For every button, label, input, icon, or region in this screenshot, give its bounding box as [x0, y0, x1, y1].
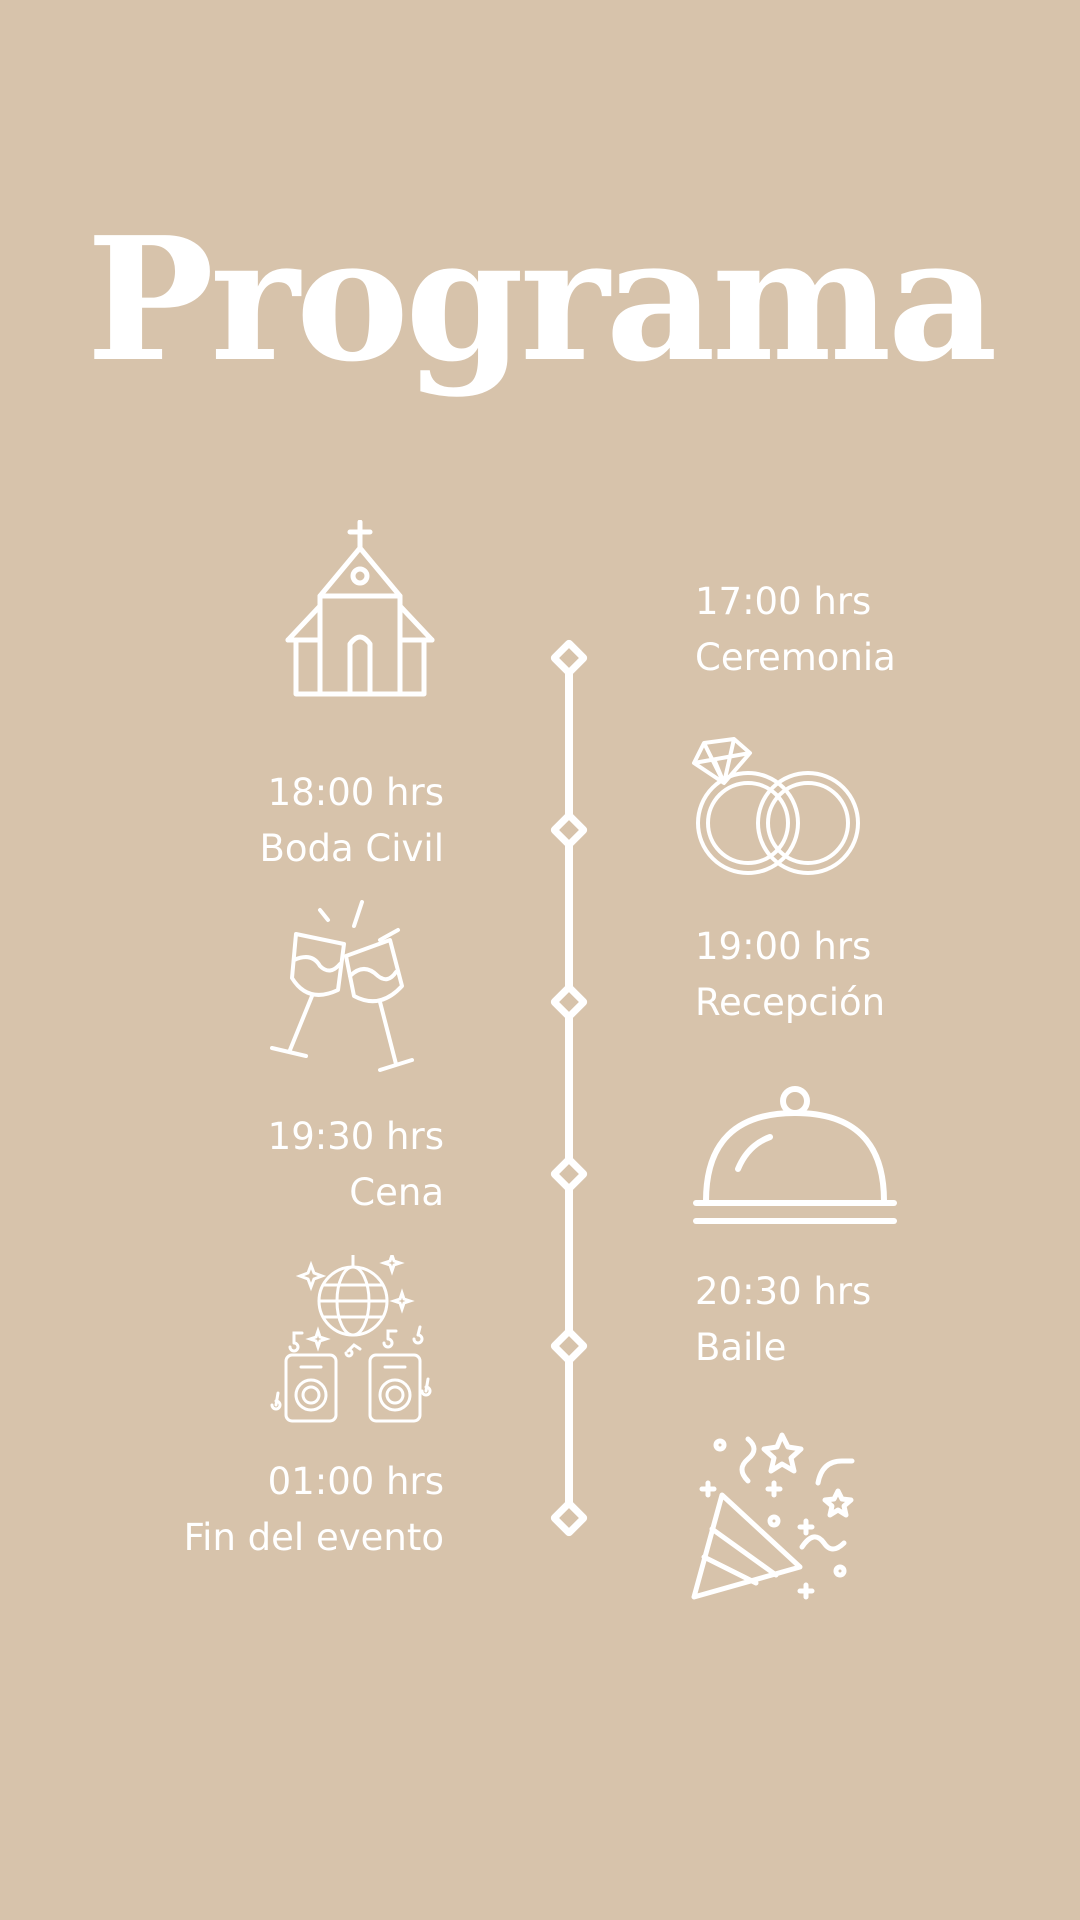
timeline-node	[549, 982, 589, 1022]
event-label: Recepción	[695, 981, 886, 1024]
event-boda-civil: 18:00 hrs Boda Civil	[259, 765, 444, 877]
event-time: 01:00 hrs	[267, 1460, 444, 1503]
event-time: 17:00 hrs	[695, 580, 872, 623]
event-label: Boda Civil	[259, 827, 444, 870]
event-ceremonia: 17:00 hrs Ceremonia	[695, 574, 896, 686]
wedding-rings-icon	[690, 735, 870, 880]
champagne-toast-icon	[268, 900, 438, 1080]
timeline-line	[565, 655, 573, 1520]
event-label: Baile	[695, 1326, 787, 1369]
event-time: 19:00 hrs	[695, 925, 872, 968]
event-label: Fin del evento	[183, 1516, 444, 1559]
event-fin-del-evento: 01:00 hrs Fin del evento	[184, 1454, 444, 1566]
timeline-node	[549, 638, 589, 678]
event-label: Cena	[349, 1171, 444, 1214]
cloche-icon	[690, 1085, 900, 1230]
party-popper-icon	[690, 1425, 865, 1600]
event-recepcion: 19:00 hrs Recepción	[695, 919, 885, 1031]
timeline-node	[549, 810, 589, 850]
event-cena: 19:30 hrs Cena	[268, 1109, 444, 1221]
disco-speakers-icon	[268, 1255, 438, 1425]
timeline-node	[549, 1326, 589, 1366]
event-time: 20:30 hrs	[695, 1270, 872, 1313]
church-icon	[280, 520, 440, 700]
event-time: 19:30 hrs	[267, 1115, 444, 1158]
timeline-node	[549, 1154, 589, 1194]
event-label: Ceremonia	[695, 636, 896, 679]
page-title: Programa	[86, 200, 997, 400]
event-time: 18:00 hrs	[267, 771, 444, 814]
timeline-node	[549, 1498, 589, 1538]
event-baile: 20:30 hrs Baile	[695, 1264, 871, 1376]
